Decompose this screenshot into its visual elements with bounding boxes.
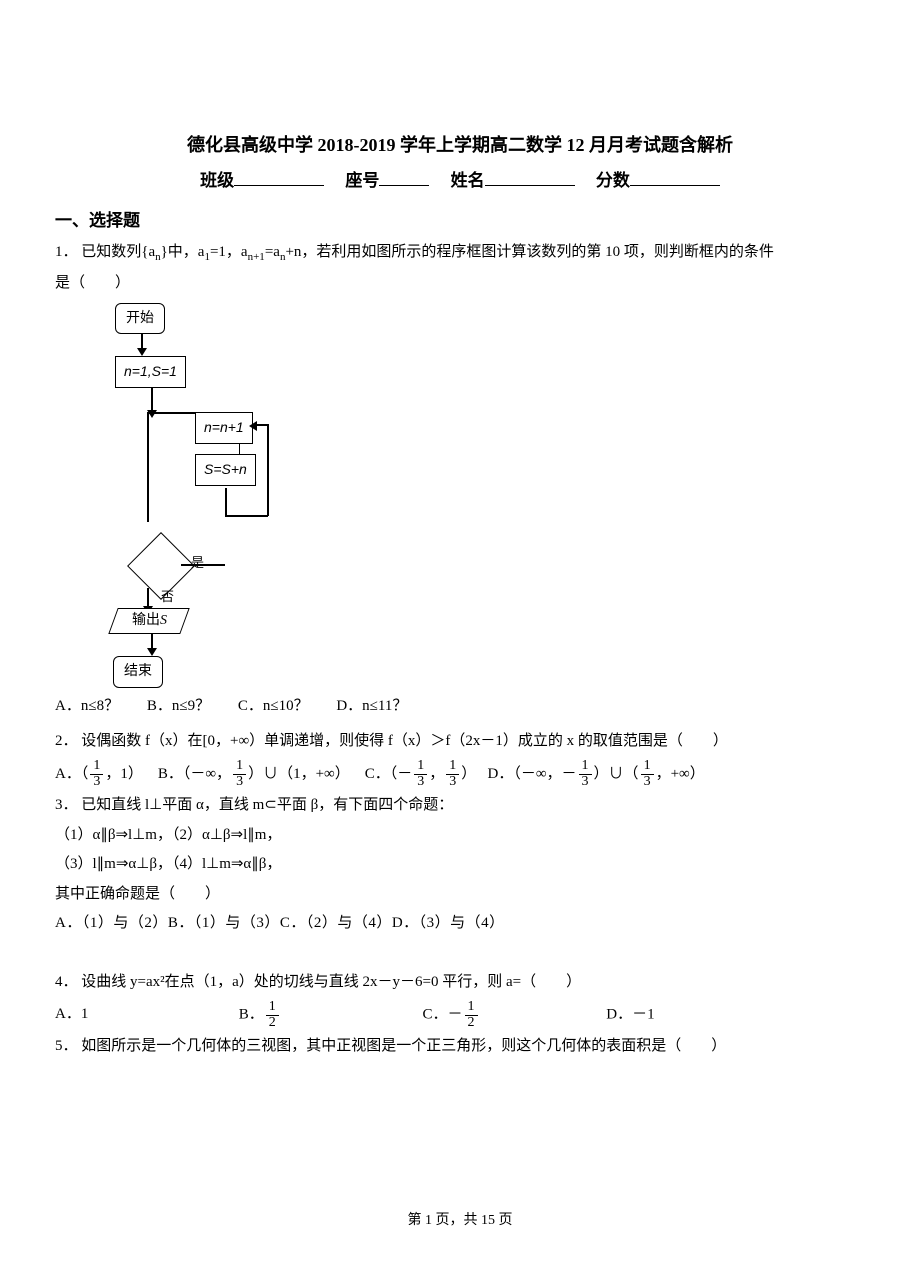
q1-opt-c: C．n≤10？ — [238, 698, 309, 714]
q4-opt-a: A．1 — [55, 1002, 235, 1028]
q4-opt-b: B．12 — [239, 1000, 419, 1030]
q3-l1: （1）α∥β⇒l⊥m，（2）α⊥β⇒l∥m， — [55, 823, 865, 849]
name-label: 姓名 — [451, 171, 485, 190]
fc-start: 开始 — [115, 303, 165, 335]
page-footer: 第 1 页，共 15 页 — [0, 1209, 920, 1233]
fc-init: n=1,S=1 — [115, 356, 186, 388]
name-blank[interactable] — [485, 168, 575, 186]
section-1-heading: 一、选择题 — [55, 207, 865, 236]
q3-options: A．（1）与（2）B．（1）与（3）C．（2）与（4）D．（3）与（4） — [55, 911, 865, 937]
q1-options: A．n≤8？ B．n≤9？ C．n≤10？ D．n≤11？ — [55, 694, 865, 720]
fc-step2: S=S+n — [195, 454, 256, 486]
q1-opt-d: D．n≤11？ — [336, 698, 407, 714]
q2-opt-a: A．（13，1） — [55, 766, 147, 782]
exam-title: 德化县高级中学 2018-2019 学年上学期高二数学 12 月月考试题含解析 — [55, 130, 865, 161]
question-1: 1． 已知数列{an}中，a1=1，an+1=an+n，若利用如图所示的程序框图… — [55, 240, 865, 267]
q4-opt-d: D．－1 — [606, 1006, 654, 1022]
q1-text2: }中，a — [161, 244, 205, 260]
question-3: 3． 已知直线 l⊥平面 α，直线 m⊂平面 β，有下面四个命题： — [55, 793, 865, 819]
q1-text4: =a — [265, 244, 280, 260]
flowchart: 开始 n=1,S=1 n=n+1 S=S+n — [85, 303, 305, 688]
q1-text: 1． 已知数列{a — [55, 244, 155, 260]
class-blank[interactable] — [234, 168, 324, 186]
score-blank[interactable] — [630, 168, 720, 186]
q3-l2: （3）l∥m⇒α⊥β，（4）l⊥m⇒α∥β， — [55, 852, 865, 878]
seat-label: 座号 — [345, 171, 379, 190]
q2-options: A．（13，1） B．（－∞，13）∪（1，+∞） C．（－13，13） D．（… — [55, 759, 865, 789]
page: 德化县高级中学 2018-2019 学年上学期高二数学 12 月月考试题含解析 … — [0, 0, 920, 1273]
q2-opt-c: C．（－13，13） — [365, 766, 480, 782]
header-fields: 班级 座号 姓名 分数 — [55, 167, 865, 196]
question-4: 4． 设曲线 y=ax²在点（1，a）处的切线与直线 2x－y－6=0 平行，则… — [55, 970, 865, 996]
q2-opt-b: B．（－∞，13）∪（1，+∞） — [158, 766, 354, 782]
q3-l3: 其中正确命题是（ ） — [55, 882, 865, 908]
fc-end: 结束 — [113, 656, 163, 688]
fc-output-var: S — [160, 613, 167, 628]
q4-opt-c: C．－12 — [423, 1000, 603, 1030]
question-2: 2． 设偶函数 f（x）在[0，+∞）单调递增，则使得 f（x）＞f（2x－1）… — [55, 729, 865, 755]
fc-no-label: 否 — [161, 586, 174, 608]
q2-opt-d: D．（－∞，－13）∪（13，+∞） — [488, 766, 705, 782]
fc-output: 输出S — [108, 608, 189, 634]
seat-blank[interactable] — [379, 168, 429, 186]
q1-text3: =1，a — [210, 244, 248, 260]
fc-step1: n=n+1 — [195, 412, 253, 444]
fc-output-label: 输出 — [132, 613, 160, 628]
class-label: 班级 — [200, 171, 234, 190]
score-label: 分数 — [596, 171, 630, 190]
q1-opt-b: B．n≤9？ — [147, 698, 210, 714]
q1-sub-np1: n+1 — [248, 251, 265, 263]
q1-opt-a: A．n≤8？ — [55, 698, 119, 714]
question-5: 5． 如图所示是一个几何体的三视图，其中正视图是一个正三角形，则这个几何体的表面… — [55, 1034, 865, 1060]
q4-options: A．1 B．12 C．－12 D．－1 — [55, 1000, 865, 1030]
q1-text5: +n，若利用如图所示的程序框图计算该数列的第 10 项，则判断框内的条件 — [285, 244, 773, 260]
question-1b: 是（ ） — [55, 271, 865, 297]
